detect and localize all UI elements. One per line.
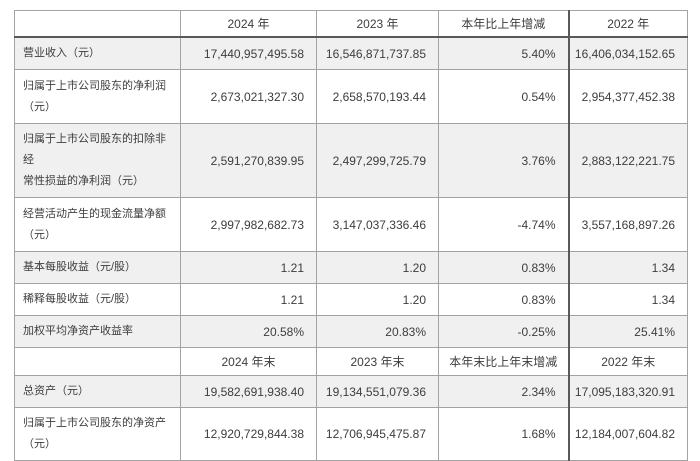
row-label: 归属于上市公司股东的扣除非经 常性损益的净利润（元） [14, 123, 181, 198]
table-row-net-assets: 归属于上市公司股东的净资产 （元） 12,920,729,844.38 12,7… [14, 407, 688, 461]
value-yoy-change: 2.34% [438, 375, 569, 408]
row-label: 经营活动产生的现金流量净额 （元） [14, 197, 181, 252]
corner-cell [14, 347, 181, 376]
value-yoy-change: -0.25% [438, 315, 569, 348]
value-2024: 19,582,691,938.40 [180, 375, 317, 408]
value-2023: 19,134,551,079.36 [316, 375, 439, 408]
table-row-revenue: 营业收入（元） 17,440,957,495.58 16,546,871,737… [14, 36, 688, 70]
value-2024: 17,440,957,495.58 [180, 36, 317, 70]
value-2022: 3,557,168,897.26 [567, 197, 688, 252]
table-row-net-profit: 归属于上市公司股东的净利润 （元） 2,673,021,327.30 2,658… [14, 69, 688, 124]
table-row-diluted-eps: 稀释每股收益（元/股） 1.21 1.20 0.83% 1.34 [14, 283, 688, 316]
value-2024: 2,591,270,839.95 [180, 123, 317, 198]
row-label: 营业收入（元） [14, 36, 181, 70]
value-yoy-change: 0.83% [438, 283, 569, 316]
table-row-weighted-roe: 加权平均净资产收益率 20.58% 20.83% -0.25% 25.41% [14, 315, 688, 348]
column-header-2022: 2022 年 [567, 10, 688, 38]
column-header-2023-end: 2023 年末 [316, 347, 439, 376]
value-2023: 2,497,299,725.79 [316, 123, 439, 198]
value-2023: 16,546,871,737.85 [316, 36, 439, 70]
value-2023: 20.83% [316, 315, 439, 348]
column-header-2024-end: 2024 年末 [180, 347, 317, 376]
table-row-basic-eps: 基本每股收益（元/股） 1.21 1.20 0.83% 1.34 [14, 251, 688, 284]
value-yoy-change: 5.40% [438, 36, 569, 70]
row-label: 基本每股收益（元/股） [14, 251, 181, 284]
report-page: 2024 年 2023 年 本年比上年增减 2022 年 营业收入（元） 17,… [14, 10, 688, 461]
row-label: 归属于上市公司股东的净资产 （元） [14, 407, 181, 461]
table-row-operating-cash-flow: 经营活动产生的现金流量净额 （元） 2,997,982,682.73 3,147… [14, 197, 688, 252]
corner-cell [14, 10, 181, 38]
row-label: 稀释每股收益（元/股） [14, 283, 181, 316]
table-row-total-assets: 总资产（元） 19,582,691,938.40 19,134,551,079.… [14, 375, 688, 408]
value-yoy-change: 0.54% [438, 69, 569, 124]
value-2023: 12,706,945,475.87 [316, 407, 439, 461]
value-yoy-change: 3.76% [438, 123, 569, 198]
financial-summary-table: 2024 年 2023 年 本年比上年增减 2022 年 营业收入（元） 17,… [14, 10, 688, 461]
value-2023: 1.20 [316, 283, 439, 316]
value-2024: 12,920,729,844.38 [180, 407, 317, 461]
yearend-header-row: 2024 年末 2023 年末 本年末比上年末增减 2022 年末 [14, 347, 688, 376]
value-yoy-change: -4.74% [438, 197, 569, 252]
column-header-yoy-change: 本年比上年增减 [438, 10, 569, 38]
value-2023: 1.20 [316, 251, 439, 284]
value-2024: 1.21 [180, 283, 317, 316]
value-2022: 16,406,034,152.65 [567, 36, 688, 70]
row-label: 加权平均净资产收益率 [14, 315, 181, 348]
value-2024: 2,673,021,327.30 [180, 69, 317, 124]
column-header-2022-end: 2022 年末 [567, 347, 688, 376]
value-2022: 2,954,377,452.38 [567, 69, 688, 124]
value-2022: 1.34 [567, 283, 688, 316]
annual-header-row: 2024 年 2023 年 本年比上年增减 2022 年 [14, 10, 688, 38]
value-2022: 2,883,122,221.75 [567, 123, 688, 198]
row-label: 总资产（元） [14, 375, 181, 408]
column-header-yearend-change: 本年末比上年末增减 [438, 347, 569, 376]
column-header-2023: 2023 年 [316, 10, 439, 38]
value-2023: 2,658,570,193.44 [316, 69, 439, 124]
value-yoy-change: 0.83% [438, 251, 569, 284]
value-2022: 17,095,183,320.91 [567, 375, 688, 408]
value-2024: 2,997,982,682.73 [180, 197, 317, 252]
row-label: 归属于上市公司股东的净利润 （元） [14, 69, 181, 124]
table-row-net-profit-excl-nonrecurring: 归属于上市公司股东的扣除非经 常性损益的净利润（元） 2,591,270,839… [14, 123, 688, 198]
value-yoy-change: 1.68% [438, 407, 569, 461]
value-2022: 25.41% [567, 315, 688, 348]
value-2024: 20.58% [180, 315, 317, 348]
value-2023: 3,147,037,336.46 [316, 197, 439, 252]
column-header-2024: 2024 年 [180, 10, 317, 38]
value-2022: 12,184,007,604.82 [567, 407, 688, 461]
value-2024: 1.21 [180, 251, 317, 284]
value-2022: 1.34 [567, 251, 688, 284]
